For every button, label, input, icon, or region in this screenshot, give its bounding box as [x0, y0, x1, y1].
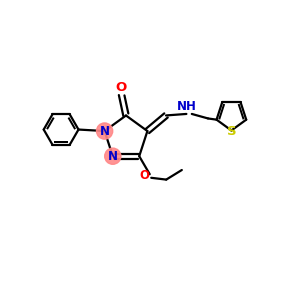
Circle shape: [97, 123, 113, 139]
Text: O: O: [139, 169, 149, 182]
Text: N: N: [108, 150, 118, 163]
Circle shape: [105, 148, 121, 164]
Text: N: N: [100, 124, 110, 137]
Text: NH: NH: [177, 100, 197, 113]
Text: O: O: [116, 81, 127, 94]
Text: S: S: [226, 124, 236, 137]
